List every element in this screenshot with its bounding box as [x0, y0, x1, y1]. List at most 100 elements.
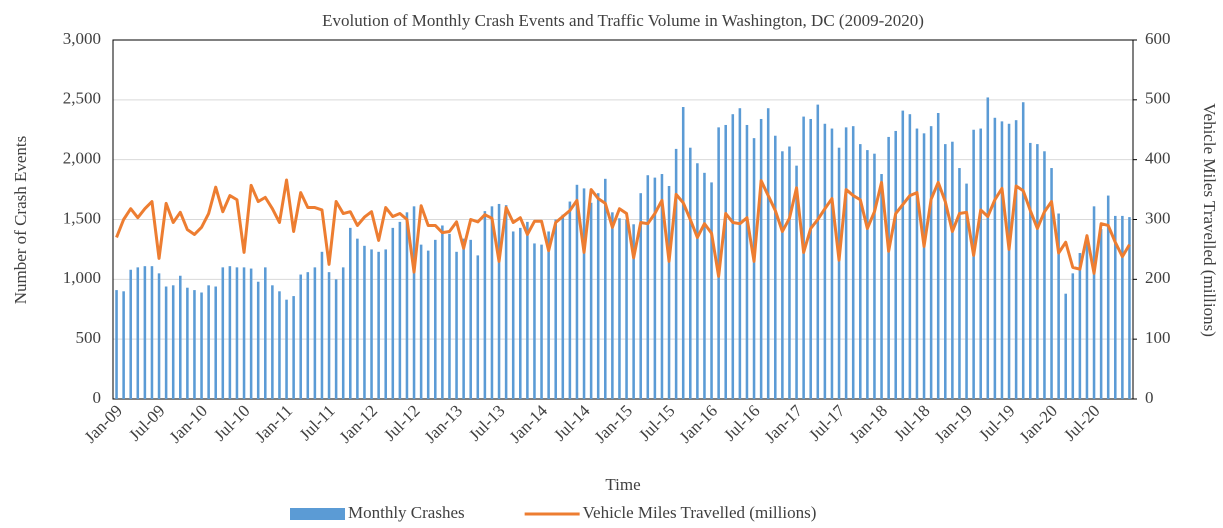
bar: [157, 273, 161, 399]
bar: [929, 126, 933, 399]
bar: [164, 286, 168, 399]
bar: [469, 239, 472, 399]
bar: [972, 129, 975, 399]
bar: [136, 267, 140, 399]
bar: [1014, 120, 1018, 399]
bar: [405, 212, 409, 399]
bar: [880, 174, 883, 399]
bar: [426, 250, 430, 399]
bar: [327, 272, 331, 399]
bar: [150, 266, 154, 399]
bar: [618, 218, 621, 399]
bar: [887, 136, 890, 399]
bar: [766, 108, 770, 400]
bar: [703, 172, 706, 399]
bar: [356, 238, 359, 399]
y2-tick-label: 400: [1145, 149, 1171, 168]
x-tick-label: Jul-13: [465, 401, 508, 444]
x-tick-label: Jul-15: [635, 401, 678, 444]
legend-swatch: [290, 508, 345, 520]
bar: [221, 267, 225, 399]
x-axis-title: Time: [605, 475, 640, 494]
bar: [774, 135, 777, 399]
bar: [1057, 213, 1060, 399]
bar: [689, 147, 692, 399]
bar: [1099, 229, 1103, 399]
y2-tick-label: 600: [1145, 29, 1171, 48]
y-axis-title: Number of Crash Events: [11, 136, 30, 305]
x-tick-label: Jan-19: [931, 401, 976, 446]
bar: [1043, 151, 1046, 399]
bar: [1021, 102, 1025, 399]
bar: [611, 212, 614, 399]
bar: [497, 203, 501, 399]
bar: [193, 290, 196, 399]
bar: [377, 251, 380, 399]
bar: [1106, 195, 1110, 399]
bar: [646, 175, 650, 399]
y-tick-label: 1,000: [63, 268, 101, 287]
bar: [540, 244, 543, 399]
x-tick-label: Jul-14: [550, 401, 594, 445]
bar: [1036, 144, 1039, 399]
y2-tick-label: 200: [1145, 268, 1171, 287]
x-tick-label: Jan-10: [166, 401, 211, 446]
bar: [398, 221, 402, 399]
bar: [667, 185, 671, 399]
bar: [214, 286, 217, 399]
x-tick-label: Jul-09: [125, 401, 168, 444]
bar: [681, 107, 685, 399]
bar: [285, 299, 288, 399]
bar: [122, 291, 125, 399]
bar: [504, 205, 508, 399]
y2-tick-label: 300: [1145, 208, 1171, 227]
x-tick-label: Jan-12: [336, 401, 381, 446]
bar: [271, 285, 274, 399]
bar: [235, 267, 239, 399]
bar: [752, 138, 756, 400]
y-tick-label: 0: [93, 388, 102, 407]
bar: [511, 231, 515, 399]
bar: [979, 128, 982, 399]
y2-axis-title: Vehicle Miles Travelled (millions): [1200, 103, 1219, 337]
bar: [851, 126, 855, 399]
bar: [795, 165, 798, 399]
bar: [844, 127, 848, 400]
bar: [292, 296, 295, 399]
line: [115, 178, 1131, 278]
bar: [568, 201, 572, 399]
bar: [901, 110, 905, 399]
bar: [179, 275, 182, 399]
bar: [922, 133, 926, 399]
bar: [745, 124, 749, 400]
y-tick-label: 3,000: [63, 29, 101, 48]
bar: [632, 224, 635, 399]
bar: [412, 206, 416, 399]
bar: [660, 174, 664, 399]
x-tick-label: Jan-11: [251, 401, 296, 446]
bar: [334, 279, 338, 399]
bar: [462, 238, 465, 399]
bar: [589, 202, 593, 399]
x-tick-label: Jul-19: [975, 401, 1018, 444]
bar: [604, 178, 607, 399]
bar: [448, 233, 451, 399]
bar: [731, 114, 735, 400]
bar: [1000, 121, 1004, 399]
bar: [186, 287, 189, 399]
bar: [653, 177, 657, 399]
bar: [696, 163, 699, 399]
bar: [363, 245, 366, 399]
bar: [1029, 142, 1032, 399]
bar: [859, 144, 862, 399]
bar: [724, 124, 727, 400]
bar: [674, 148, 678, 399]
bar: [596, 193, 600, 399]
x-tick-label: Jul-12: [380, 401, 423, 444]
bar: [944, 144, 947, 399]
bar: [200, 292, 203, 399]
bar: [1007, 123, 1011, 400]
bar: [256, 281, 260, 399]
bar: [143, 266, 147, 399]
